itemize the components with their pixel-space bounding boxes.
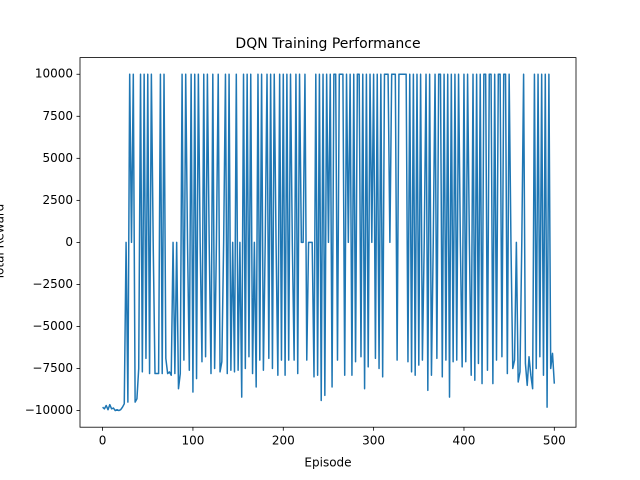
x-axis-label: Episode bbox=[304, 456, 351, 470]
x-tick-label: 500 bbox=[543, 434, 566, 448]
y-tick-label: −5000 bbox=[32, 319, 73, 333]
x-tick-label: 100 bbox=[181, 434, 204, 448]
y-tick-label: 7500 bbox=[42, 109, 73, 123]
data-line bbox=[102, 73, 556, 412]
y-tick-label: −2500 bbox=[32, 277, 73, 291]
y-tick-label: −7500 bbox=[32, 361, 73, 375]
x-tick-label: 0 bbox=[99, 434, 107, 448]
y-tick-label: 5000 bbox=[42, 151, 73, 165]
y-tick-label: 2500 bbox=[42, 193, 73, 207]
x-tick-label: 200 bbox=[272, 434, 295, 448]
y-axis-label: Total Reward bbox=[0, 204, 7, 282]
x-tick-label: 300 bbox=[362, 434, 385, 448]
x-tick-label: 400 bbox=[453, 434, 476, 448]
y-tick-label: 10000 bbox=[35, 67, 73, 81]
chart-title: DQN Training Performance bbox=[235, 36, 420, 52]
plot-frame bbox=[79, 57, 577, 428]
y-tick-label: 0 bbox=[65, 235, 73, 249]
y-tick-label: −10000 bbox=[25, 403, 73, 417]
